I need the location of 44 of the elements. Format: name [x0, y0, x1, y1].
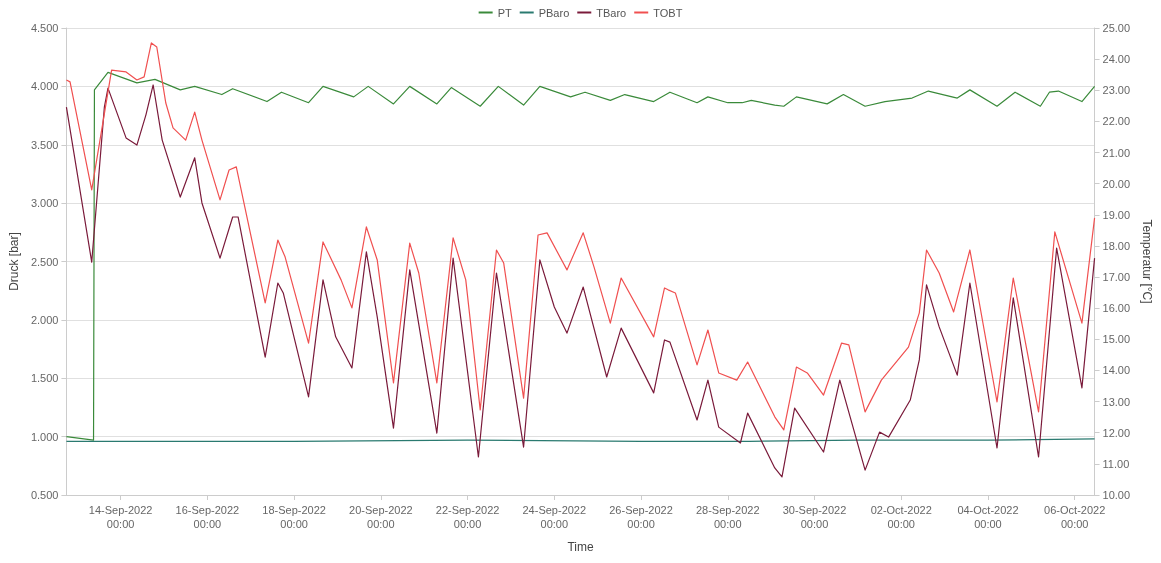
y-tick-label: 4.000 [30, 80, 59, 93]
y-tick-label: 1.000 [30, 430, 59, 443]
y-tick-label: 2.000 [30, 313, 59, 326]
y2-tick-label: 18.00 [1102, 239, 1131, 252]
x-tick-label: 26-Sep-2022 00:00 [609, 504, 673, 530]
y-tick-label: 3.500 [30, 138, 59, 151]
y-axis-title: Druck [bar] [7, 232, 21, 291]
x-tick-label: 18-Sep-2022 00:00 [262, 504, 326, 530]
y2-tick-label: 23.00 [1102, 84, 1131, 97]
y2-tick-label: 10.00 [1102, 489, 1131, 501]
y-tick-label: 4.500 [30, 22, 59, 34]
y2-tick-label: 16.00 [1102, 302, 1131, 315]
x-tick-label: 30-Sep-2022 00:00 [782, 504, 847, 530]
y2-tick-label: 22.00 [1102, 115, 1131, 128]
y2-tick-label: 15.00 [1102, 333, 1131, 346]
y-tick-label: 2.500 [30, 255, 59, 268]
x-tick-label: 20-Sep-2022 00:00 [349, 504, 413, 530]
y2-tick-label: 24.00 [1102, 53, 1131, 66]
y2-tick-label: 11.00 [1102, 457, 1130, 470]
y-tick-label: 0.500 [30, 489, 59, 501]
y2-tick-label: 21.00 [1102, 146, 1131, 159]
x-tick-label: 14-Sep-2022 00:00 [88, 504, 153, 530]
y2-tick-label: 20.00 [1102, 177, 1131, 190]
y-tick-label: 1.500 [30, 372, 59, 385]
y2-tick-label: 25.00 [1102, 22, 1131, 34]
x-tick-label: 06-Oct-2022 00:00 [1044, 504, 1106, 530]
legend-label: TBaro [596, 6, 627, 19]
legend-label: PT [497, 6, 512, 19]
x-tick-label: 16-Sep-2022 00:00 [175, 504, 240, 530]
x-tick-label: 04-Oct-2022 00:00 [957, 504, 1019, 530]
x-tick-label: 24-Sep-2022 00:00 [522, 504, 587, 530]
y2-tick-label: 13.00 [1102, 395, 1131, 408]
y2-tick-label: 19.00 [1102, 208, 1131, 221]
x-tick-label: 22-Sep-2022 00:00 [435, 504, 500, 530]
y2-tick-label: 17.00 [1102, 271, 1131, 284]
y2-axis-title: Temperatur [°C] [1140, 219, 1154, 304]
x-tick-label: 28-Sep-2022 00:00 [695, 504, 760, 530]
legend-label: PBaro [538, 6, 570, 19]
y-tick-label: 3.000 [30, 197, 59, 210]
y2-tick-label: 12.00 [1102, 426, 1131, 439]
y2-tick-label: 14.00 [1102, 364, 1131, 377]
x-tick-label: 02-Oct-2022 00:00 [870, 504, 932, 530]
legend-label: TOBT [653, 6, 683, 19]
x-axis-title: Time [567, 540, 594, 554]
